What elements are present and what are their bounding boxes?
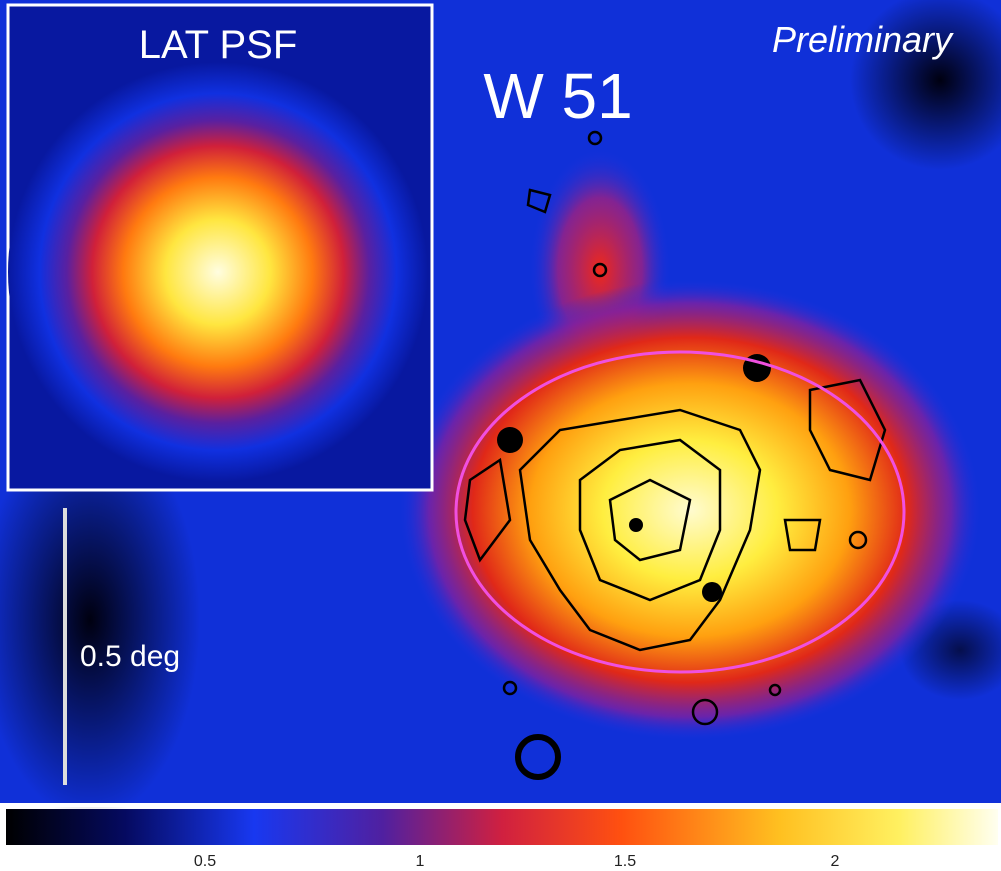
preliminary-label: Preliminary xyxy=(772,19,954,60)
scale-label: 0.5 deg xyxy=(80,640,180,673)
colorbar-tick-label: 0.5 xyxy=(194,853,216,870)
colorbar-tick-label: 2 xyxy=(831,853,840,870)
inset-title: LAT PSF xyxy=(139,23,298,67)
source-label: W 51 xyxy=(483,60,632,132)
colorbar xyxy=(6,809,998,845)
psf-profile xyxy=(8,62,428,482)
divider xyxy=(0,803,1001,807)
figure: LAT PSF Preliminary W 51 0.5 deg 0.5 1 1.5… xyxy=(0,0,1001,871)
colorbar-tick-label: 1.5 xyxy=(614,853,636,870)
colorbar-tick-label: 1 xyxy=(416,853,425,870)
colorbar-ticks: 0.5 1 1.5 2 xyxy=(194,853,840,870)
